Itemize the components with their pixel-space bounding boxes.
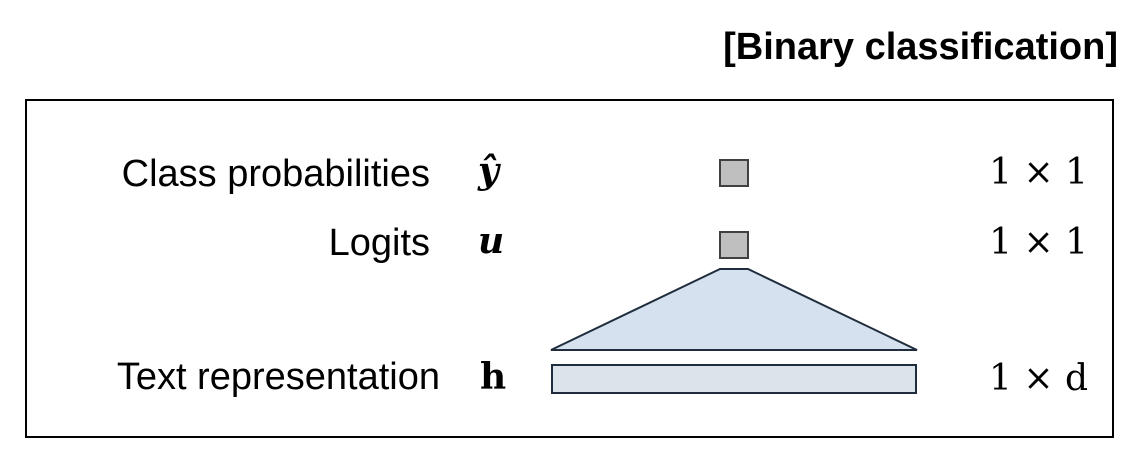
symbol-u: u [478,220,505,262]
row-label-text-representation: Text representation [116,356,440,398]
text-representation-layer [551,364,917,394]
logit-unit [719,231,749,259]
diagram-title: [Binary classification] [723,26,1118,68]
dimension-class-probabilities: 1 × 1 [989,152,1088,193]
row-label-class-probabilities: Class probabilities [121,153,430,195]
symbol-y-hat: ŷ [478,150,499,192]
probability-unit [719,159,749,187]
symbol-h: h [480,356,507,398]
dimension-logits: 1 × 1 [989,222,1088,263]
dimension-text-representation: 1 × d [989,358,1088,399]
linear-projection-trapezoid [550,268,918,351]
diagram-frame [25,99,1114,438]
row-label-logits: Logits [328,222,430,264]
